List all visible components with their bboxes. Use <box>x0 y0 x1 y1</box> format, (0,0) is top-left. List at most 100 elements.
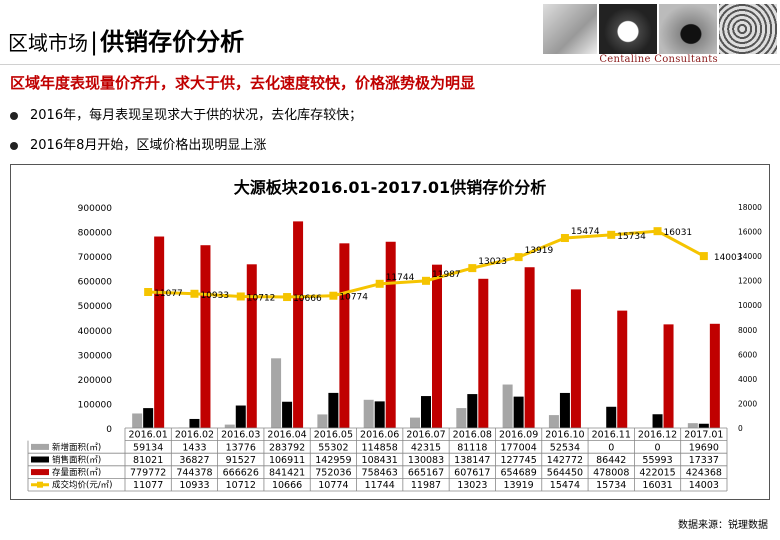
left-axis-tick-label: 300000 <box>78 351 113 361</box>
right-axis-tick-label: 10000 <box>738 301 762 310</box>
category-label: 2016.02 <box>175 430 214 441</box>
table-cell-value: 55993 <box>642 455 672 466</box>
price-data-label: 16031 <box>664 228 693 238</box>
category-label: 2016.01 <box>129 430 168 441</box>
bar-new-supply <box>687 423 698 428</box>
bar-sales <box>467 394 478 428</box>
table-cell-value: 424368 <box>686 468 722 479</box>
bar-sales <box>698 423 709 428</box>
bar-sales <box>513 396 524 428</box>
legend-entry: 销售面积(㎡) <box>52 455 101 466</box>
table-cell-value: 55302 <box>318 442 348 453</box>
page-title: 区域市场|供销存价分析 <box>8 22 244 57</box>
price-data-label: 10666 <box>293 294 322 304</box>
left-axis-tick-label: 100000 <box>78 400 113 410</box>
legend-swatch <box>31 443 49 450</box>
price-marker <box>375 279 384 288</box>
category-label: 2017.01 <box>684 430 723 441</box>
right-axis-tick-label: 4000 <box>738 375 757 384</box>
left-axis-tick-label: 900000 <box>78 204 113 214</box>
table-cell-value: 10712 <box>226 480 256 491</box>
bar-inventory <box>293 221 304 428</box>
category-label: 2016.08 <box>453 430 492 441</box>
page-title-text: 供销存价分析 <box>100 28 245 56</box>
header-photo-4 <box>719 4 777 54</box>
chart-frame <box>10 164 770 500</box>
table-cell-value: 36827 <box>179 455 209 466</box>
category-label: 2016.11 <box>592 430 631 441</box>
right-axis-tick-label: 18000 <box>738 203 762 212</box>
table-cell-value: 15474 <box>550 480 580 491</box>
bar-new-supply <box>224 424 235 428</box>
price-marker <box>560 234 569 243</box>
chart-title: 大源板块2016.01-2017.01供销存价分析 <box>233 178 547 197</box>
bar-new-supply <box>410 417 420 428</box>
table-cell-value: 19690 <box>689 442 719 453</box>
table-cell-value: 666626 <box>223 468 259 479</box>
table-cell-value: 13776 <box>226 442 256 453</box>
price-data-label: 11744 <box>386 273 415 283</box>
bar-inventory <box>617 310 628 428</box>
price-data-label: 10933 <box>200 291 229 301</box>
left-axis-tick-label: 800000 <box>78 229 113 239</box>
table-cell-value: 665167 <box>408 468 444 479</box>
bar-new-supply <box>363 399 374 428</box>
bar-inventory <box>154 236 165 428</box>
category-label: 2016.07 <box>406 430 445 441</box>
bullet-dot-icon <box>10 141 18 150</box>
price-marker <box>236 292 245 301</box>
price-marker <box>329 291 338 300</box>
bar-sales <box>282 401 293 428</box>
legend-entry: 新增面积(㎡) <box>52 442 101 453</box>
table-cell-value: 0 <box>655 442 661 453</box>
bar-sales <box>189 418 200 428</box>
right-axis-tick-label: 14000 <box>738 252 762 261</box>
table-cell-value: 142959 <box>315 455 351 466</box>
bullet-item: 2016年8月开始，区域价格出现明显上涨 <box>10 134 266 153</box>
table-cell-value: 11077 <box>133 480 163 491</box>
price-marker <box>468 264 477 273</box>
legend-swatch-marker <box>37 481 43 488</box>
table-cell-value: 86442 <box>596 455 626 466</box>
table-cell-value: 10933 <box>179 480 209 491</box>
bar-inventory <box>478 278 489 428</box>
section-label: 区域市场 <box>8 31 88 55</box>
price-marker <box>283 293 292 302</box>
table-cell-value: 10774 <box>318 480 348 491</box>
table-cell-value: 744378 <box>176 468 212 479</box>
price-data-label: 10774 <box>339 293 368 303</box>
legend-entry: 成交均价(元/㎡) <box>52 480 113 491</box>
table-cell-value: 283792 <box>269 442 305 453</box>
table-cell-value: 42315 <box>411 442 441 453</box>
left-axis-tick-label: 0 <box>106 425 112 435</box>
price-data-label: 15734 <box>617 232 646 242</box>
price-data-label: 11077 <box>154 289 183 299</box>
price-marker <box>699 252 708 261</box>
bar-new-supply <box>317 414 328 428</box>
right-axis-tick-label: 16000 <box>738 228 762 237</box>
bar-inventory <box>246 264 257 428</box>
price-marker <box>514 253 523 262</box>
bar-sales <box>374 401 385 428</box>
table-cell-value: 114858 <box>362 442 398 453</box>
table-cell-value: 13919 <box>503 480 533 491</box>
bar-inventory <box>570 289 581 428</box>
right-axis-tick-label: 0 <box>738 424 743 433</box>
header-photo-1 <box>543 4 597 54</box>
bar-new-supply <box>132 413 143 428</box>
price-data-label: 13919 <box>525 246 554 256</box>
headline: 区域年度表现量价齐升，求大于供，去化速度较快，价格涨势极为明显 <box>10 74 476 92</box>
left-axis-tick-label: 400000 <box>78 327 113 337</box>
data-source: 数据来源：锐理数据 <box>678 520 768 531</box>
table-cell-value: 108431 <box>362 455 398 466</box>
left-axis-tick-label: 500000 <box>78 302 113 312</box>
category-label: 2016.03 <box>221 430 260 441</box>
price-marker <box>653 227 662 236</box>
bar-inventory <box>524 267 535 428</box>
table-cell-value: 177004 <box>500 442 536 453</box>
table-cell-value: 91527 <box>226 455 256 466</box>
table-cell-value: 10666 <box>272 480 302 491</box>
table-cell-value: 607617 <box>454 468 490 479</box>
category-label: 2016.12 <box>638 430 677 441</box>
